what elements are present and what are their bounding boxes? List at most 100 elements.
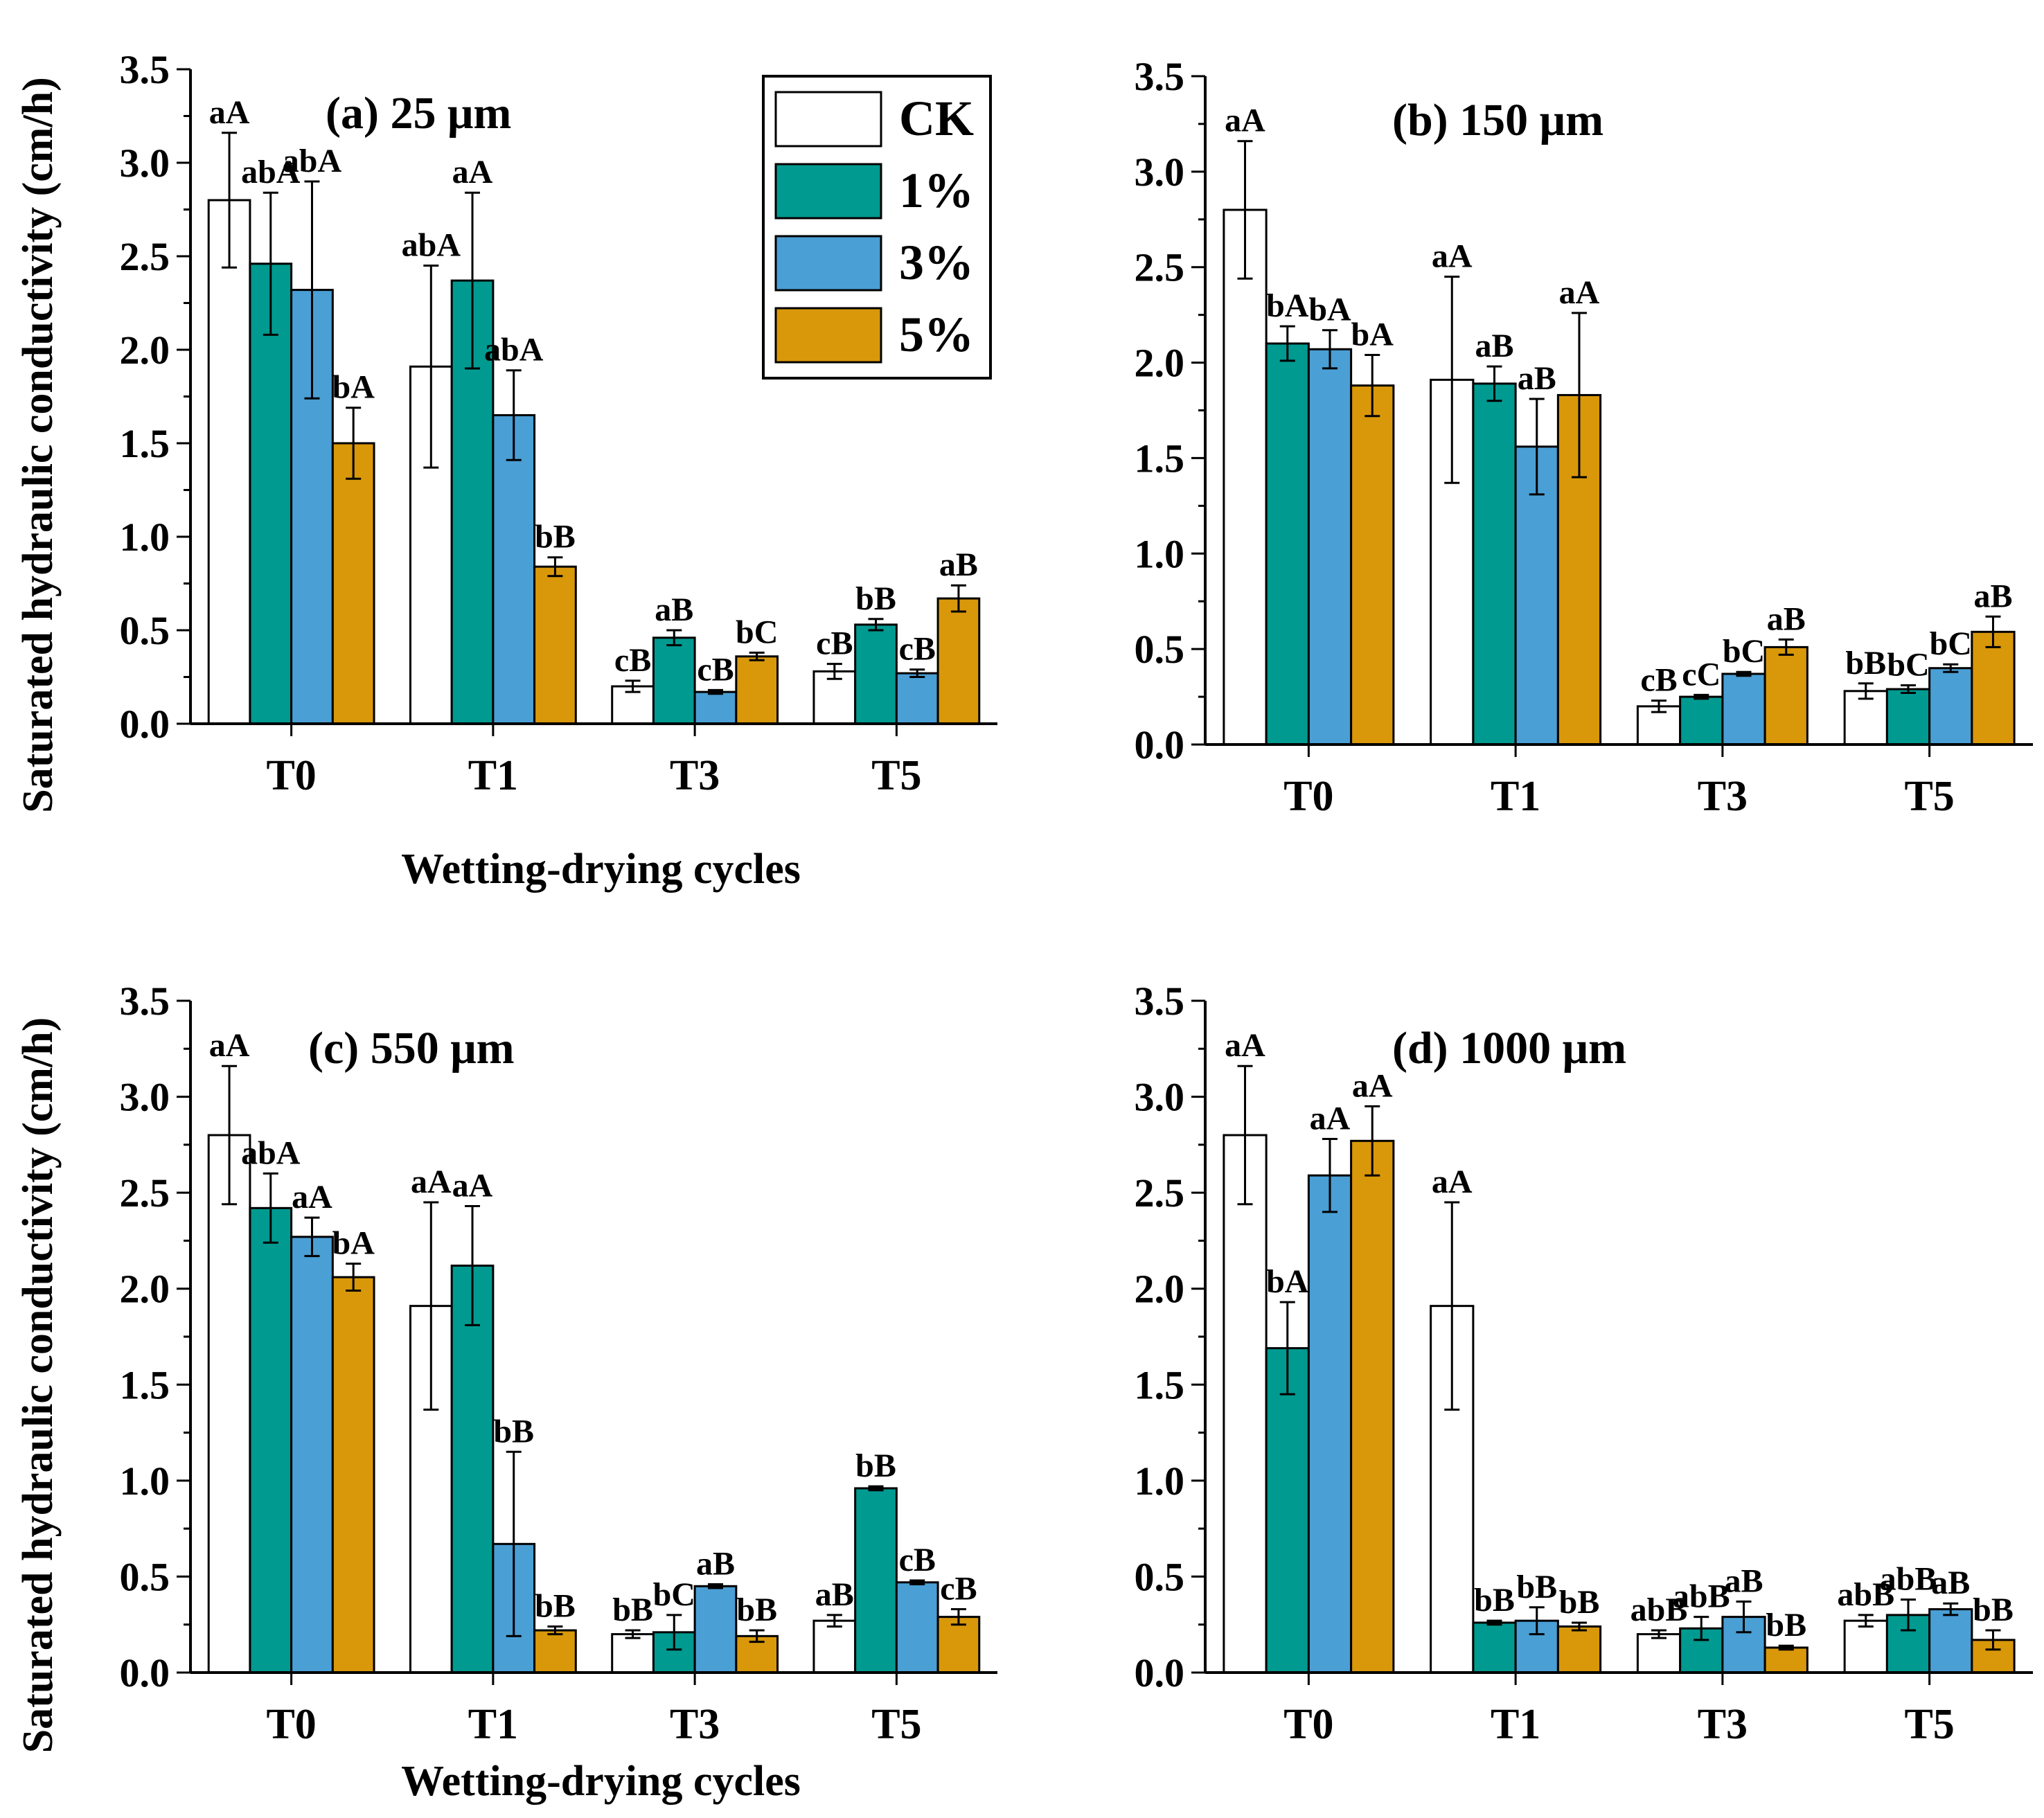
bar-T5-3% [895,672,939,725]
error-bar-T3-3% [1736,1600,1752,1634]
error-bar-T0-5% [346,1263,362,1292]
significance-label-T0-5%: bA [332,369,375,406]
bar-T3-5% [1763,645,1809,746]
bar-T0-5% [331,442,375,725]
error-bar-T1-1% [1486,365,1502,402]
y-axis-title: Saturated hydraulic conductivity (cm/h) [15,77,62,813]
x-tick-label-T3: T3 [1698,1701,1748,1748]
bar-T1-1% [450,1264,495,1674]
error-bar-T0-1% [263,1172,278,1244]
y-tick-label-0.0: 0.0 [1135,1650,1185,1695]
bar-T3-CK [611,1633,655,1674]
legend-label-5%: 5% [899,307,974,362]
error-bar-T0-1% [1279,1301,1295,1396]
y-tick-label-1.5: 1.5 [1135,436,1185,481]
bar-T5-3% [895,1581,939,1674]
significance-label-T5-3%: bC [1930,625,1972,662]
error-bar-T3-3% [1736,670,1752,677]
error-bar-T3-5% [1778,638,1794,656]
significance-label-T1-5%: bB [535,519,576,555]
error-bar-T5-3% [1943,1602,1959,1616]
error-bar-T1-CK [1444,1201,1460,1411]
error-bar-T3-3% [707,688,723,695]
x-tick-label-T1: T1 [468,1701,518,1748]
x-tick-label-T3: T3 [670,1701,720,1748]
significance-label-T1-5%: bB [535,1587,576,1624]
x-tick-label-T5: T5 [871,1701,921,1748]
y-tick-label-1.0: 1.0 [1135,531,1185,576]
significance-label-T1-3%: aB [1518,360,1556,397]
error-bar-T1-3% [1529,398,1545,496]
bar-T3-CK [1636,1633,1682,1674]
x-tick-label-T1: T1 [468,752,518,799]
significance-label-T1-3%: bB [493,1413,534,1450]
error-bar-T0-CK [222,1064,238,1206]
error-bar-T0-5% [1365,354,1380,418]
y-tick-label-1.0: 1.0 [120,515,170,560]
significance-label-T3-5%: aB [1767,600,1806,637]
x-tick-label-T0: T0 [1283,1701,1333,1748]
bar-T5-1% [854,1487,898,1674]
y-tick-label-2.0: 2.0 [120,1267,170,1312]
significance-label-T0-3%: aA [292,1179,332,1215]
significance-label-T3-CK: cB [614,642,651,679]
significance-label-T0-3%: bA [1308,292,1351,328]
bar-T0-3% [290,1236,334,1674]
legend-label-3%: 3% [899,235,974,290]
significance-label-T3-5%: bC [736,614,778,650]
error-bar-T3-1% [666,629,682,647]
error-bar-T3-3% [707,1583,723,1589]
x-tick-label-T0: T0 [266,752,316,799]
error-bar-T3-1% [1694,693,1709,700]
bar-T5-3% [1928,667,1973,746]
error-bar-T5-1% [868,1485,884,1492]
significance-label-T3-3%: aB [1724,1562,1763,1599]
error-bar-T5-CK [1858,682,1874,700]
bar-T1-1% [1472,382,1517,746]
legend-swatch-5% [774,307,882,364]
bar-T0-5% [1350,1139,1395,1674]
y-tick-label-2.5: 2.5 [1135,1170,1185,1215]
bar-T0-5% [1350,384,1395,746]
y-tick-label-2.5: 2.5 [120,1170,170,1215]
significance-label-T1-1%: aB [1475,328,1513,364]
panel-title: (a) 25 μm [326,88,511,139]
error-bar-T1-1% [465,1205,481,1326]
bar-T5-3% [1928,1608,1973,1674]
error-bar-T5-CK [826,663,842,680]
y-tick-label-2.5: 2.5 [120,234,170,279]
error-bar-T1-3% [1529,1606,1545,1636]
error-bar-T1-3% [506,369,522,461]
error-bar-T5-5% [1985,615,2001,648]
bar-T5-1% [1885,688,1931,746]
x-tick-label-T5: T5 [1904,773,1954,820]
bar-T5-5% [1971,630,2016,746]
bar-T3-3% [693,690,738,725]
bar-T5-5% [936,597,981,725]
x-axis-title: Wetting-drying cycles [401,1758,801,1805]
significance-label-T0-CK: aA [209,94,250,131]
significance-label-T0-CK: aA [1225,1027,1265,1064]
bar-T5-5% [1971,1639,2016,1674]
significance-label-T1-1%: aA [452,1168,493,1204]
y-tick-label-3.0: 3.0 [1135,1075,1185,1120]
x-tick-label-T0: T0 [1283,773,1333,820]
error-bar-T0-3% [304,1216,320,1258]
error-bar-T1-1% [1486,1619,1502,1626]
significance-label-T1-1%: bB [1474,1582,1515,1619]
error-bar-T5-1% [868,618,884,632]
significance-label-T1-5%: bB [1559,1584,1600,1621]
bar-T1-5% [533,565,577,725]
bar-T5-CK [812,1619,857,1674]
error-bar-T3-5% [1778,1644,1794,1651]
error-bar-T0-1% [1279,325,1295,362]
significance-label-T3-1%: bC [653,1576,695,1613]
y-tick-label-0.5: 0.5 [120,1554,170,1599]
error-bar-T5-CK [1858,1614,1874,1628]
significance-label-T0-CK: aA [209,1027,250,1064]
y-tick-label-2.0: 2.0 [1135,1267,1185,1312]
y-tick-label-3.0: 3.0 [120,1075,170,1120]
error-bar-T5-1% [1901,684,1917,695]
y-tick-label-1.5: 1.5 [120,1362,170,1407]
error-bar-T0-5% [346,407,362,480]
